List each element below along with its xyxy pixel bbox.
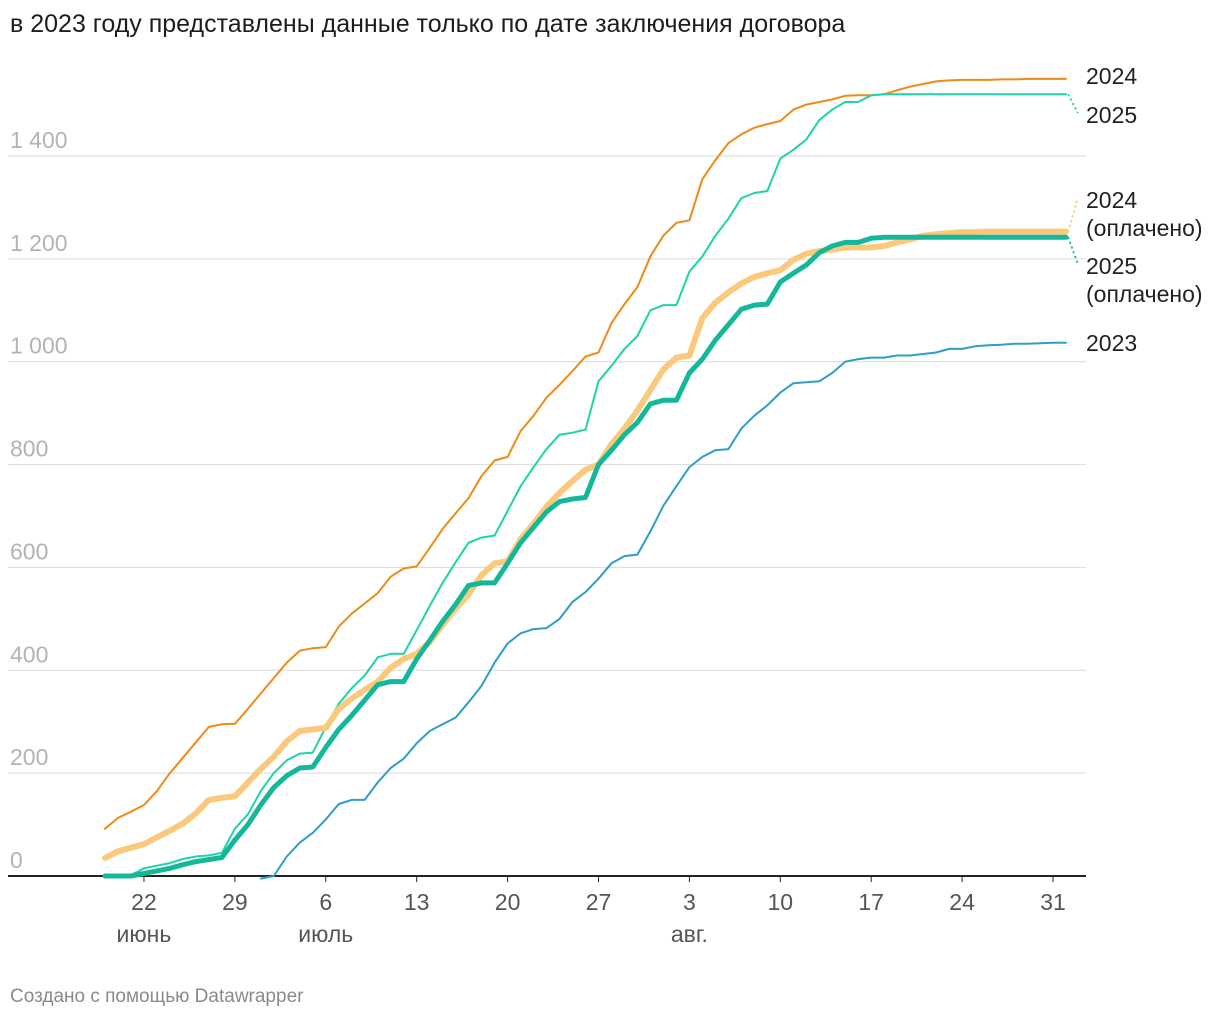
x-tick-label: 6 (319, 889, 332, 915)
x-tick-label: 29 (222, 889, 248, 915)
series-line-2023 (259, 341, 1067, 880)
series-label: 2024 (1086, 63, 1137, 89)
series-line-2024 (104, 77, 1067, 830)
gridlines (8, 155, 1086, 877)
series-label: (оплачено) (1086, 281, 1203, 307)
y-tick-label: 200 (10, 744, 48, 770)
x-month-label: июль (298, 921, 353, 947)
label-connector (1067, 236, 1079, 265)
x-tick-label: 3 (683, 889, 696, 915)
y-tick-label: 0 (10, 847, 23, 873)
x-tick-label: 22 (131, 889, 157, 915)
x-month-label: июнь (117, 921, 172, 947)
series-label: (оплачено) (1086, 215, 1203, 241)
series-label: 2023 (1086, 330, 1137, 356)
label-connector (1067, 197, 1079, 232)
y-tick-label: 1 400 (10, 127, 68, 153)
y-tick-label: 400 (10, 641, 48, 667)
series-label: 2024 (1086, 187, 1137, 213)
y-tick-label: 1 000 (10, 333, 68, 359)
footer-credit: Создано с помощью Datawrapper (10, 986, 304, 1007)
label-connector (1067, 93, 1079, 114)
x-axis-ticks: 22 июнь 29 6 июль 13 20 27 3 авг. 10 17 24 31 (117, 876, 1066, 947)
y-tick-label: 1 200 (10, 230, 68, 256)
y-tick-label: 600 (10, 538, 48, 564)
x-tick-label: 27 (586, 889, 612, 915)
x-tick-label: 10 (768, 889, 794, 915)
series-line-2024--оплачено- (102, 228, 1069, 861)
series-label: 2025 (1086, 102, 1137, 128)
x-tick-label: 31 (1040, 889, 1066, 915)
x-tick-label: 17 (858, 889, 884, 915)
chart-title: в 2023 году представлены данные только п… (10, 10, 846, 38)
series-label: 2025 (1086, 253, 1137, 279)
x-tick-label: 13 (404, 889, 430, 915)
series-line-2025 (104, 93, 1067, 876)
y-axis-ticks: 0 200 400 600 800 1 000 1 200 1 400 (10, 127, 68, 873)
series-line-2025--оплачено- (102, 234, 1069, 879)
x-tick-label: 24 (949, 889, 975, 915)
series-lines (102, 77, 1069, 880)
x-tick-label: 20 (495, 889, 521, 915)
y-tick-label: 800 (10, 436, 48, 462)
x-month-label: авг. (671, 921, 708, 947)
